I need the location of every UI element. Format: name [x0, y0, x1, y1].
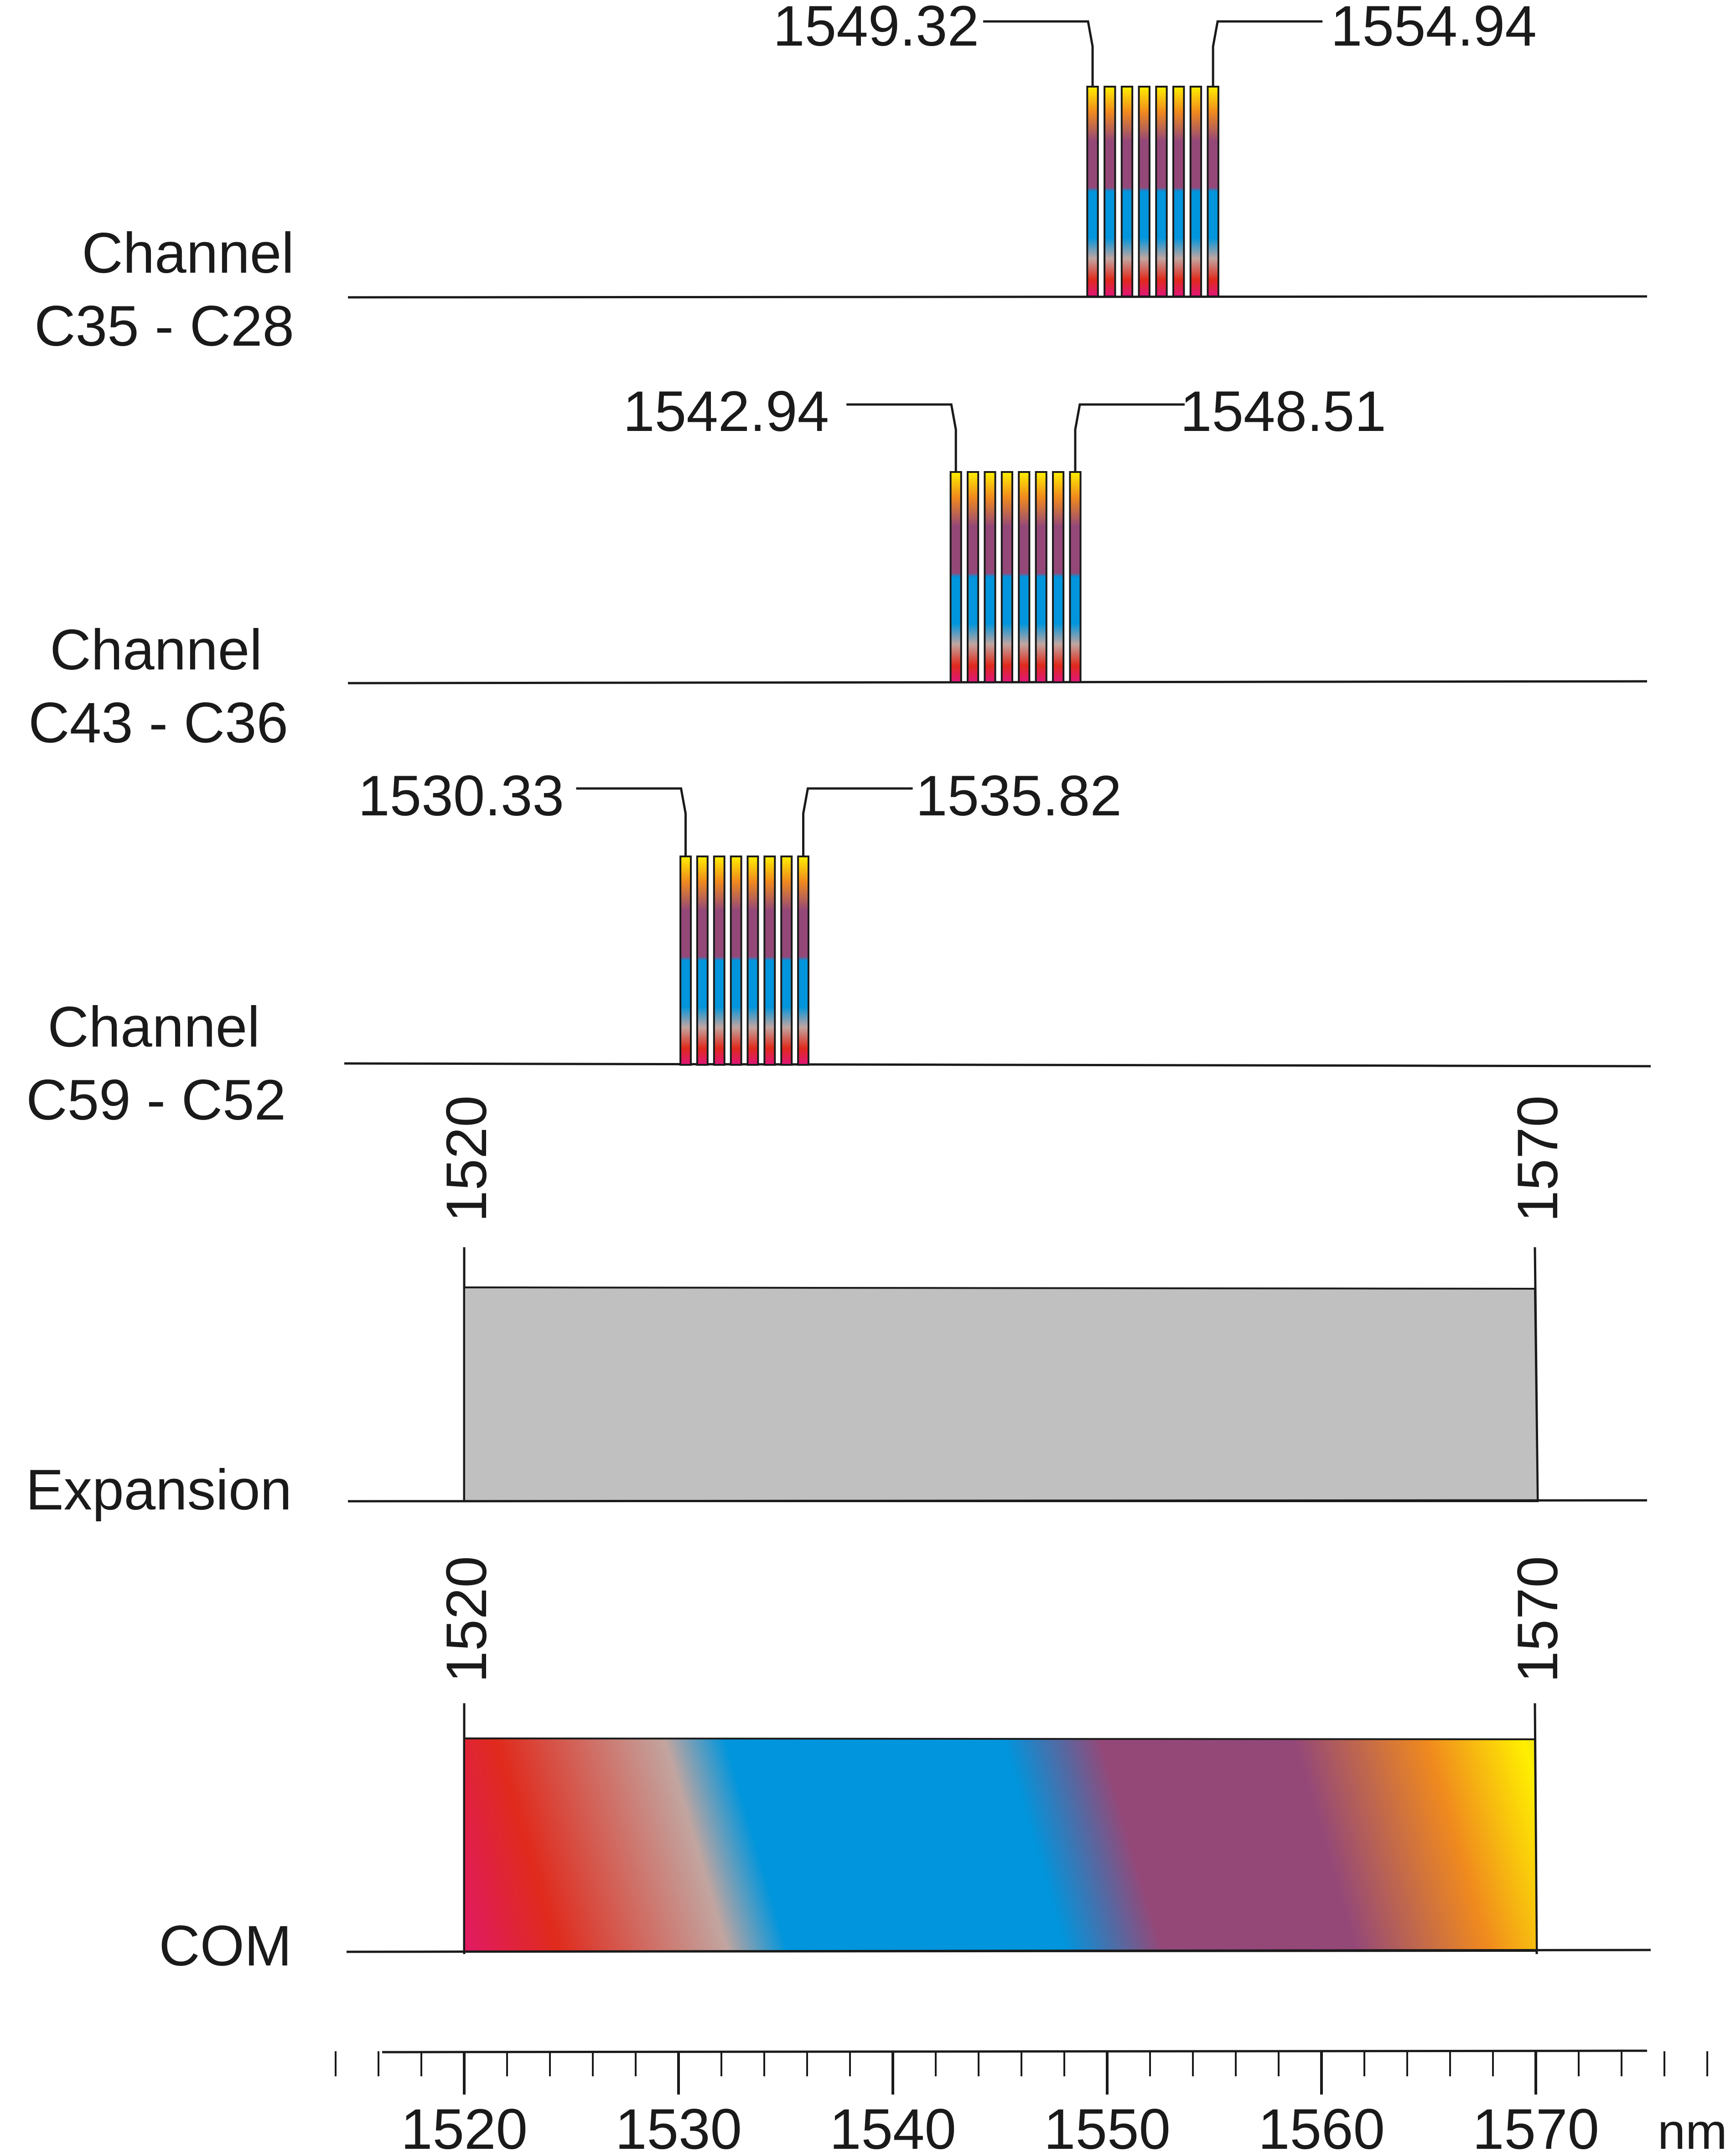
channel-label-line1: Channel [82, 222, 294, 285]
start-leader-line [576, 787, 687, 856]
channel-stripe [1086, 86, 1099, 297]
channel-stripe [1172, 86, 1185, 297]
channel-stripe [797, 856, 809, 1066]
channel-stripe [679, 856, 692, 1066]
com-label: COM [159, 1914, 292, 1978]
channel-stripe [1138, 86, 1150, 297]
channel-group-c43-c36: Channel C43 - C36 1542.94 1548.51 [28, 380, 1648, 755]
channel-label-line1: Channel [50, 618, 262, 682]
axis-tick-labels: 1520 1530 1540 1550 1560 1570 [401, 2098, 1599, 2152]
end-leader-line [802, 787, 913, 856]
axis-tick-label: 1530 [615, 2098, 742, 2152]
axis-line [382, 2049, 1648, 2053]
channel-stripe [1207, 86, 1219, 297]
start-wavelength-label: 1549.32 [773, 0, 979, 58]
channel-label-line2: C35 - C28 [34, 295, 294, 358]
end-wavelength-label: 1554.94 [1331, 0, 1537, 58]
channel-stripes [679, 856, 809, 1066]
channel-stripe [1155, 86, 1168, 297]
channel-stripes [1086, 86, 1219, 297]
expansion-start-label: 1520 [435, 1095, 498, 1222]
channel-label-line1: Channel [47, 996, 260, 1059]
channel-stripe [696, 856, 709, 1066]
start-wavelength-label: 1542.94 [623, 380, 829, 443]
channel-group-c59-c52: Channel C59 - C52 1530.33 1535.82 [26, 764, 1651, 1132]
end-leader-line [1212, 20, 1323, 87]
baseline [346, 1949, 1651, 1953]
channel-stripe [967, 471, 979, 683]
channel-stripe [1035, 471, 1047, 683]
channel-stripe [1000, 471, 1014, 683]
channel-stripe [984, 471, 996, 683]
axis-unit-label: nm [1658, 2104, 1727, 2152]
com-band: 1520 1570 COM [159, 1556, 1651, 1978]
axis-tick-label: 1550 [1044, 2098, 1171, 2152]
channel-stripe [780, 856, 793, 1066]
baseline [347, 1499, 1648, 1503]
channel-stripe [1189, 86, 1202, 297]
end-wavelength-label: 1535.82 [916, 764, 1122, 828]
baseline [347, 295, 1648, 299]
channel-group-c35-c28: Channel C35 - C28 1549.32 1554.94 [34, 0, 1648, 358]
channel-stripe [1018, 471, 1031, 683]
expansion-band: 1520 1570 Expansion [26, 1095, 1648, 1522]
axis-tick-label: 1560 [1258, 2098, 1385, 2152]
channel-label-line2: C59 - C52 [26, 1068, 286, 1132]
start-wavelength-label: 1530.33 [358, 764, 564, 828]
expansion-label: Expansion [26, 1458, 292, 1522]
com-spectrum-block [463, 1737, 1538, 1953]
baseline [344, 1062, 1651, 1068]
start-leader-line [846, 403, 957, 472]
channel-stripe [730, 856, 742, 1066]
channel-stripe [1104, 86, 1116, 297]
channel-stripe [746, 856, 759, 1066]
axis-tick-label: 1540 [829, 2098, 956, 2152]
end-leader-line [1074, 403, 1185, 472]
channel-stripe [763, 856, 776, 1066]
expansion-block [463, 1286, 1539, 1502]
channel-label-line2: C43 - C36 [28, 691, 288, 755]
channel-stripes [949, 471, 1082, 683]
axis-tick-label: 1520 [401, 2098, 528, 2152]
start-leader-line [983, 20, 1094, 87]
channel-stripe [1052, 471, 1065, 683]
channel-stripe [1120, 86, 1134, 297]
axis-tick-label: 1570 [1472, 2098, 1599, 2152]
axis-ticks [335, 2051, 1708, 2095]
com-end-label: 1570 [1506, 1556, 1570, 1683]
baseline [347, 680, 1648, 684]
end-wavelength-label: 1548.51 [1180, 380, 1386, 443]
expansion-end-label: 1570 [1506, 1095, 1570, 1222]
channel-stripe [949, 471, 962, 683]
com-start-label: 1520 [435, 1556, 498, 1683]
wavelength-axis: 1520 1530 1540 1550 1560 1570 nm [335, 2049, 1727, 2152]
channel-stripe [1069, 471, 1082, 683]
channel-stripe [713, 856, 725, 1066]
